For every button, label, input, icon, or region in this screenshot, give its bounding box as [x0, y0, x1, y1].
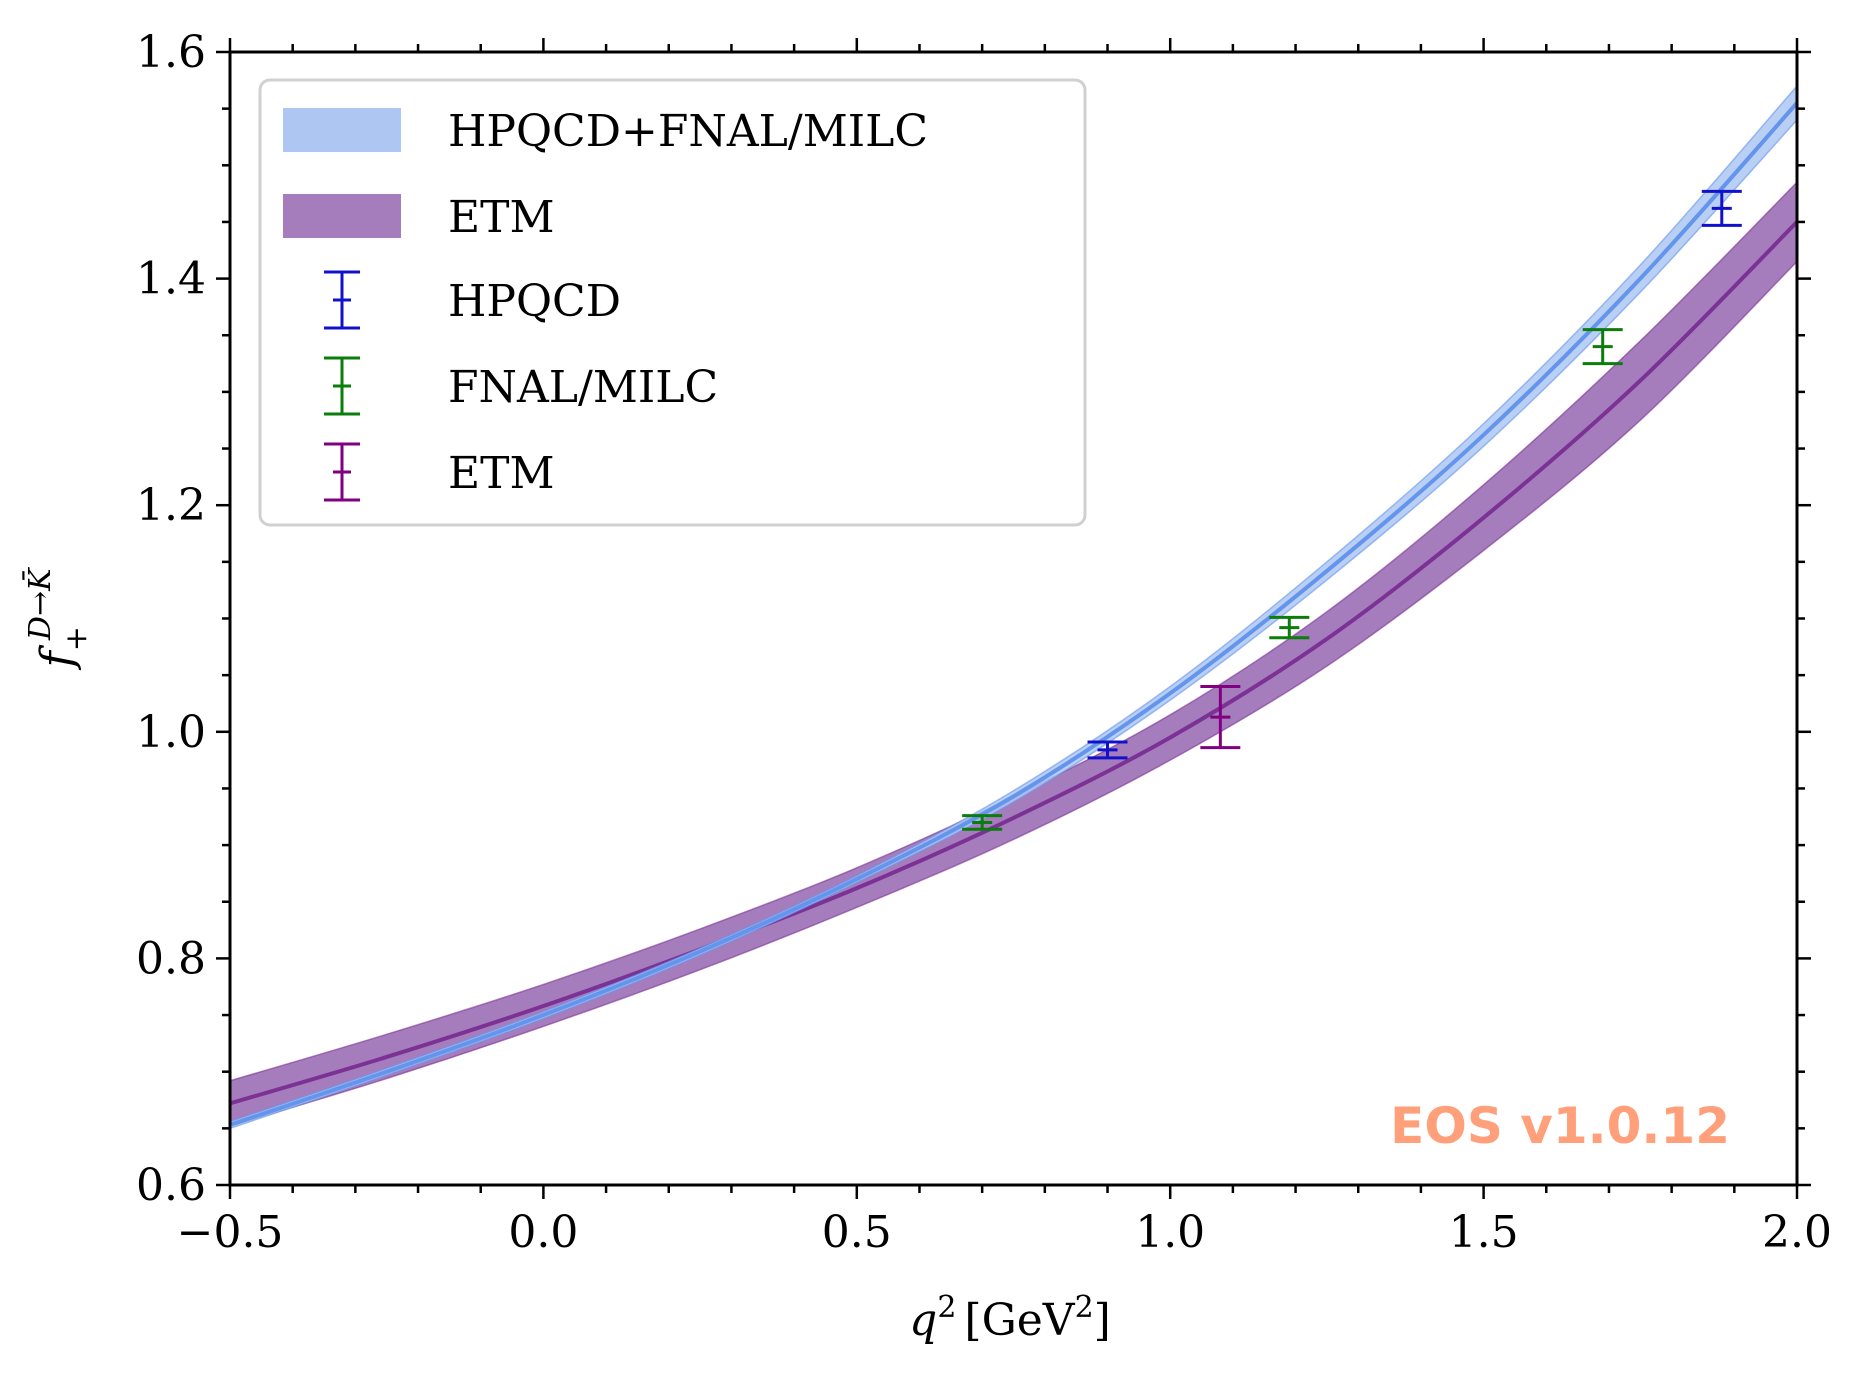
band-etm-lower-edge	[230, 261, 1797, 1127]
points-layer	[962, 189, 1742, 831]
legend-swatch-hpqcd-fnal-milc	[283, 108, 401, 152]
bands-layer	[230, 85, 1797, 1130]
legend-label-hpqcd-fnal-milc: HPQCD+FNAL/MILC	[448, 106, 928, 157]
line-hpqcd-fnal-milc-central	[230, 101, 1797, 1127]
band-hpqcd-fnal-milc-upper-edge	[230, 85, 1797, 1123]
band-hpqcd-fnal-milc-lower-edge	[230, 119, 1797, 1130]
y-tick-label: 0.6	[136, 1160, 206, 1211]
point-fnal-milc-1	[1269, 615, 1310, 640]
legend-label-etm: ETM	[448, 448, 555, 499]
x-tick-labels: −0.5 0.0 0.5 1.0 1.5 2.0	[177, 1207, 1832, 1258]
legend-entry-etm-1: ETM	[283, 192, 555, 243]
point-hpqcd-1	[1701, 189, 1742, 227]
x-tick-label: 1.5	[1449, 1207, 1519, 1258]
point-etm-0	[1200, 684, 1241, 750]
legend-label-hpqcd: HPQCD	[448, 276, 621, 327]
point-fnal-milc-0	[962, 814, 1003, 831]
ticks-layer	[216, 38, 1811, 1199]
eos-watermark: EOS v1.0.12	[1390, 1097, 1730, 1155]
line-etm-central	[230, 220, 1797, 1106]
x-tick-label: 2.0	[1762, 1207, 1832, 1258]
y-tick-label: 1.0	[136, 707, 206, 758]
legend-entry-fnal-milc-3: FNAL/MILC	[324, 356, 718, 416]
x-tick-label: 0.0	[508, 1207, 578, 1258]
point-fnal-milc-2	[1582, 328, 1623, 366]
legend-entry-hpqcd-fnal-milc-0: HPQCD+FNAL/MILC	[283, 106, 928, 157]
y-tick-labels: 0.6 0.8 1.0 1.2 1.4 1.6	[136, 27, 206, 1211]
x-tick-label: 1.0	[1135, 1207, 1205, 1258]
legend-box	[258, 78, 1087, 527]
legend-entry-hpqcd-2: HPQCD	[324, 270, 621, 330]
point-hpqcd-0	[1087, 740, 1128, 760]
legend-swatch-etm	[283, 194, 401, 238]
y-tick-label: 1.4	[136, 254, 206, 305]
x-tick-label: −0.5	[177, 1207, 284, 1258]
legend-entry-etm-4: ETM	[324, 442, 555, 502]
y-tick-label: 1.6	[136, 27, 206, 78]
legend: HPQCD+FNAL/MILC ETM HPQCD FNAL/MILC ETM	[258, 78, 1087, 527]
legend-label-fnal-milc: FNAL/MILC	[448, 362, 718, 413]
legend-label-etm: ETM	[448, 192, 555, 243]
x-tick-label: 0.5	[822, 1207, 892, 1258]
x-axis-label: q2 [GeV2]	[909, 1290, 1111, 1346]
y-tick-label: 1.2	[136, 480, 206, 531]
y-tick-label: 0.8	[136, 933, 206, 984]
